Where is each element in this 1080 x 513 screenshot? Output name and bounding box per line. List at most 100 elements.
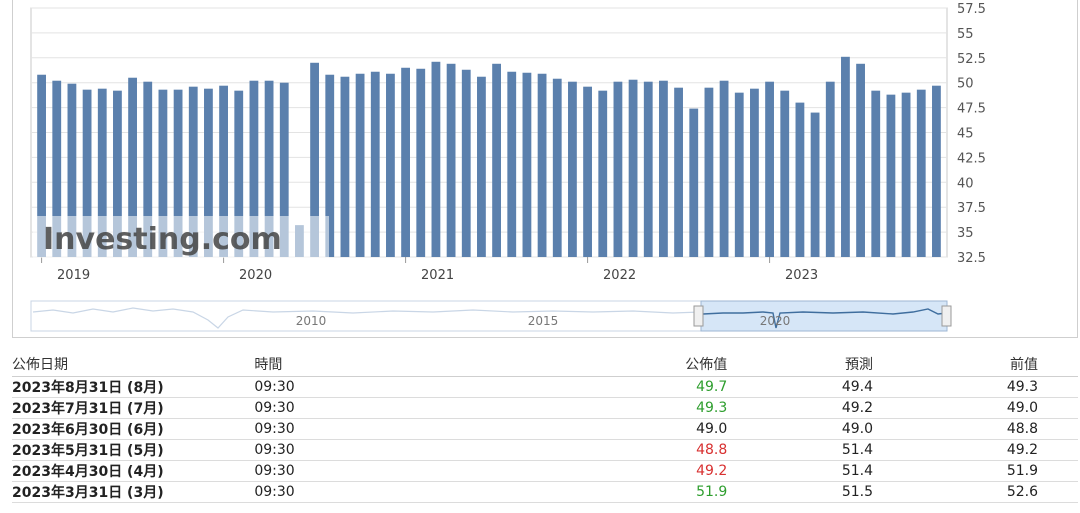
bar[interactable] xyxy=(37,74,46,257)
header-date: 公佈日期 xyxy=(12,352,255,377)
x-tick-label: 2022 xyxy=(603,268,636,283)
investing-watermark: Investing.com xyxy=(33,216,329,258)
bar[interactable] xyxy=(856,63,865,257)
cell-forecast: 51.4 xyxy=(727,460,873,482)
table-row: 2023年6月30日 (6月) 09:30 49.0 49.0 48.8 xyxy=(12,418,1078,440)
navigator-label: 2010 xyxy=(296,314,327,328)
navigator-label: 2020 xyxy=(760,314,791,328)
bar[interactable] xyxy=(704,87,714,258)
bar[interactable] xyxy=(264,80,274,258)
cell-forecast: 51.5 xyxy=(727,481,873,503)
bar[interactable] xyxy=(310,62,319,257)
bar[interactable] xyxy=(113,90,122,257)
bar[interactable] xyxy=(401,67,410,257)
bar[interactable] xyxy=(219,85,228,257)
bar[interactable] xyxy=(386,73,395,258)
bar[interactable] xyxy=(537,73,547,258)
bar[interactable] xyxy=(583,86,592,258)
table-row: 2023年4月30日 (4月) 09:30 49.2 51.4 51.9 xyxy=(12,460,1078,482)
navigator-handle-left[interactable] xyxy=(693,305,704,327)
bar[interactable] xyxy=(97,88,107,258)
bar[interactable] xyxy=(825,81,835,257)
cell-previous: 49.3 xyxy=(872,376,1078,398)
bar[interactable] xyxy=(810,112,820,257)
cell-time: 09:30 xyxy=(254,481,603,503)
bar[interactable] xyxy=(158,89,168,257)
bar[interactable] xyxy=(204,88,213,258)
bar[interactable] xyxy=(734,92,744,257)
cell-date: 2023年8月31日 (8月) xyxy=(12,376,255,398)
bar[interactable] xyxy=(916,89,926,257)
bar[interactable] xyxy=(234,90,244,257)
bar[interactable] xyxy=(841,56,850,257)
y-tick-label: 57.5 xyxy=(957,2,986,17)
cell-time: 09:30 xyxy=(254,418,603,440)
bar[interactable] xyxy=(431,61,441,257)
bar[interactable] xyxy=(568,81,577,257)
y-tick-label: 40 xyxy=(957,176,974,191)
table-row: 2023年8月31日 (8月) 09:30 49.7 49.4 49.3 xyxy=(12,376,1078,398)
bar[interactable] xyxy=(598,90,608,257)
bar[interactable] xyxy=(795,102,805,258)
cell-date: 2023年4月30日 (4月) xyxy=(12,460,255,482)
grid-lines xyxy=(30,7,948,258)
bar[interactable] xyxy=(279,82,289,257)
bar[interactable] xyxy=(128,77,137,257)
cell-time: 09:30 xyxy=(254,397,603,419)
bar[interactable] xyxy=(886,94,896,258)
bar[interactable] xyxy=(643,81,653,257)
bar[interactable] xyxy=(613,81,623,257)
bar[interactable] xyxy=(249,80,259,258)
bar[interactable] xyxy=(628,79,638,258)
bar[interactable] xyxy=(765,81,774,257)
y-tick-label: 45 xyxy=(957,127,974,142)
range-navigator[interactable]: 2010 2015 2020 xyxy=(30,300,952,332)
table-header-row: 公佈日期 時間 公佈值 預測 前值 xyxy=(12,352,1078,377)
bar[interactable] xyxy=(340,76,350,257)
navigator-labels: 2010 2015 2020 xyxy=(296,314,791,328)
bar[interactable] xyxy=(780,90,790,257)
bar[interactable] xyxy=(507,71,517,258)
bar[interactable] xyxy=(477,76,486,257)
bar[interactable] xyxy=(82,89,92,257)
bar[interactable] xyxy=(552,78,562,257)
bars-group xyxy=(37,56,941,258)
bar[interactable] xyxy=(446,63,456,257)
bar[interactable] xyxy=(355,73,365,258)
navigator-handle-right[interactable] xyxy=(941,305,952,327)
bar[interactable] xyxy=(901,92,911,257)
navigator-series-selected xyxy=(702,308,948,329)
y-tick-label: 50 xyxy=(957,77,974,92)
y-axis-ticks: 57.5 55 52.5 50 47.5 45 42.5 40 37.5 35 32.5 xyxy=(957,2,986,266)
table-row: 2023年3月31日 (3月) 09:30 51.9 51.5 52.6 xyxy=(12,481,1078,503)
bar[interactable] xyxy=(932,85,941,257)
bar[interactable] xyxy=(659,80,668,258)
bar[interactable] xyxy=(325,74,335,257)
cell-forecast: 49.0 xyxy=(727,418,873,440)
bar[interactable] xyxy=(871,90,881,257)
cell-date: 2023年6月30日 (6月) xyxy=(12,418,255,440)
x-tick-label: 2023 xyxy=(785,268,818,283)
cell-previous: 52.6 xyxy=(872,481,1078,503)
bar[interactable] xyxy=(143,81,153,257)
bar[interactable] xyxy=(461,69,471,257)
header-actual: 公佈值 xyxy=(602,352,728,377)
cell-actual: 48.8 xyxy=(602,439,728,461)
bar[interactable] xyxy=(173,89,183,257)
header-previous: 前值 xyxy=(872,352,1078,377)
bar[interactable] xyxy=(492,63,501,257)
bar[interactable] xyxy=(370,71,380,258)
x-tick-label: 2020 xyxy=(239,268,272,283)
cell-forecast: 49.2 xyxy=(727,397,873,419)
bar[interactable] xyxy=(67,83,77,257)
bar[interactable] xyxy=(674,87,683,258)
bar[interactable] xyxy=(719,80,729,258)
bar[interactable] xyxy=(522,72,532,258)
cell-time: 09:30 xyxy=(254,439,603,461)
bar[interactable] xyxy=(188,86,198,258)
header-time: 時間 xyxy=(254,352,603,377)
bar[interactable] xyxy=(52,80,62,258)
bar[interactable] xyxy=(689,108,699,257)
bar[interactable] xyxy=(750,88,759,258)
bar[interactable] xyxy=(416,68,426,257)
